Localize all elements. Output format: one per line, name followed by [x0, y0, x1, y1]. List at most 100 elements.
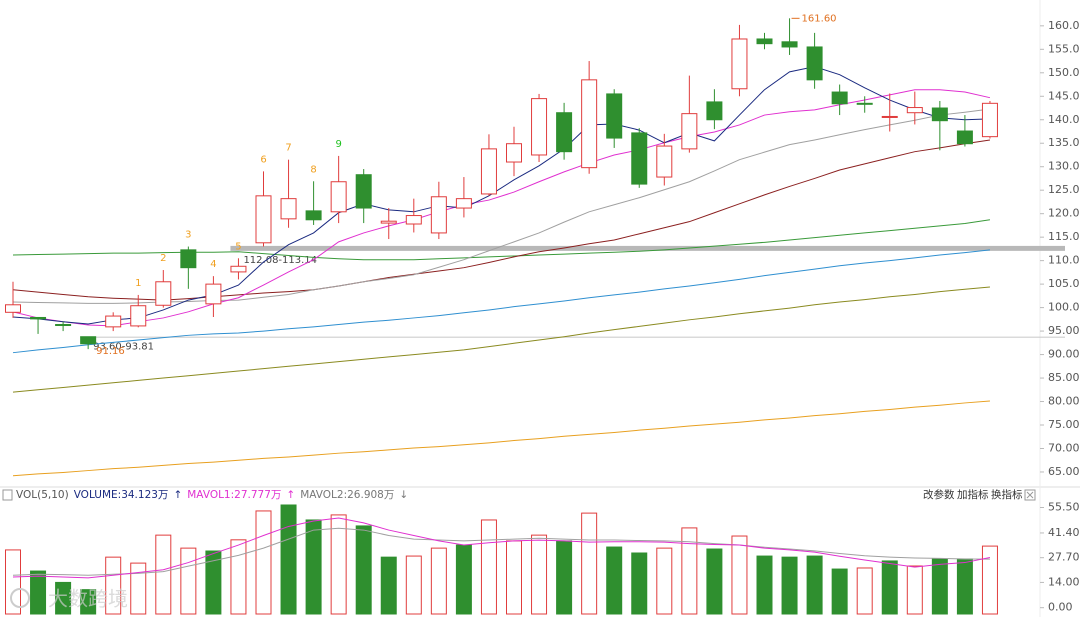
watermark: 大数跨境	[48, 587, 128, 611]
low-label: 91.16	[96, 346, 125, 357]
candle-body	[5, 304, 21, 313]
volume-bar	[631, 552, 648, 615]
volume-bar	[706, 548, 723, 615]
candle-body	[931, 107, 948, 122]
candle-body	[706, 101, 723, 121]
volume-bar	[30, 570, 47, 615]
volume-bar	[556, 540, 573, 615]
candle-body	[280, 198, 297, 220]
candle-body	[531, 98, 548, 156]
volume-bar	[931, 558, 948, 615]
volume-bar	[380, 556, 397, 615]
y-tick-label: 105.00	[1048, 277, 1080, 290]
candle-body	[556, 112, 573, 153]
volume-bar	[856, 567, 873, 615]
watermark-logo	[10, 588, 30, 608]
volume-bar	[956, 558, 973, 615]
y-tick-label: 70.00	[1048, 441, 1080, 454]
volume-bar	[681, 527, 698, 615]
candle-body	[205, 283, 222, 305]
candle-body	[430, 196, 447, 234]
sequence-count: 7	[285, 143, 291, 154]
candle-body	[881, 115, 898, 118]
indicator-header: ↓	[399, 489, 408, 501]
volume-bar	[180, 547, 197, 615]
volume-bar	[881, 560, 898, 615]
indicator-header: ↑	[173, 489, 182, 501]
y-tick-label: 90.00	[1048, 348, 1080, 361]
y-tick-label: 27.70	[1048, 551, 1080, 564]
ma-line	[12, 66, 990, 325]
close-icon[interactable]	[1024, 489, 1036, 501]
volume-bar	[230, 539, 247, 615]
volume-bar	[981, 545, 998, 615]
candle-body	[906, 107, 923, 114]
help-icon[interactable]	[2, 489, 13, 501]
zone-label: 112.08-113.14	[243, 255, 317, 266]
close-icon-stroke	[1026, 491, 1034, 499]
volume-bar	[330, 514, 347, 615]
y-tick-label: 130.00	[1048, 160, 1080, 173]
volume-bar	[405, 555, 422, 615]
indicator-button[interactable]: 改参数	[923, 488, 955, 501]
candle-body	[806, 46, 823, 81]
y-tick-label: 95.00	[1048, 324, 1080, 337]
candle-body	[756, 38, 773, 45]
volume-bar	[80, 589, 97, 615]
ma-line	[12, 139, 991, 301]
y-tick-label: 100.00	[1048, 301, 1080, 314]
y-tick-label: 145.00	[1048, 89, 1080, 102]
candle-body	[230, 265, 247, 273]
candle-body	[80, 336, 97, 345]
volume-bar	[130, 562, 147, 615]
candle-body	[656, 145, 673, 178]
ma-line	[12, 517, 991, 579]
sequence-count: 3	[185, 230, 191, 241]
indicator-button[interactable]: 加指标	[957, 488, 989, 501]
sequence-count: 1	[135, 278, 141, 289]
volume-bar	[55, 581, 72, 615]
ma-line	[12, 400, 990, 477]
volume-bar	[606, 546, 623, 615]
candle-body	[405, 215, 422, 225]
candle-body	[956, 130, 973, 145]
y-tick-label: 120.00	[1048, 207, 1080, 220]
candle-body	[856, 102, 873, 105]
volume-bar	[831, 568, 848, 615]
ma-line	[12, 527, 990, 576]
sequence-count: 4	[210, 259, 216, 270]
y-tick-label: 14.00	[1048, 575, 1080, 588]
y-tick-label: 115.00	[1048, 230, 1080, 243]
volume-bar	[806, 555, 823, 615]
volume-bar	[430, 547, 447, 615]
zone-label: 93.60-93.81	[93, 342, 154, 353]
y-tick-label: 41.40	[1048, 526, 1080, 539]
indicator-header: ↑	[286, 489, 295, 501]
volume-bar	[305, 519, 322, 615]
candle-body	[330, 181, 347, 213]
y-tick-label: 85.00	[1048, 371, 1080, 384]
candle-body	[305, 210, 322, 221]
volume-bar	[581, 512, 598, 615]
indicator-button[interactable]: 换指标	[991, 488, 1023, 501]
sequence-count: 2	[160, 253, 166, 264]
volume-bar	[455, 544, 472, 615]
y-tick-label: 140.00	[1048, 113, 1080, 126]
ma-line	[12, 286, 990, 393]
volume-bar	[155, 534, 172, 615]
candle-body	[180, 249, 197, 269]
candle-body	[30, 316, 47, 320]
indicator-header: MAVOL1:27.777万	[187, 489, 281, 501]
y-tick-label: 110.00	[1048, 254, 1080, 267]
indicator-header: VOLUME:34.123万	[74, 489, 169, 501]
volume-bar	[480, 519, 497, 615]
candle-body	[130, 305, 147, 327]
high-label: 161.60	[802, 13, 837, 24]
volume-bar	[731, 535, 748, 615]
candle-body	[731, 38, 748, 90]
volume-bar	[280, 504, 297, 615]
sequence-count: 8	[310, 164, 316, 175]
volume-bar	[656, 547, 673, 615]
volume-bar	[906, 565, 923, 615]
